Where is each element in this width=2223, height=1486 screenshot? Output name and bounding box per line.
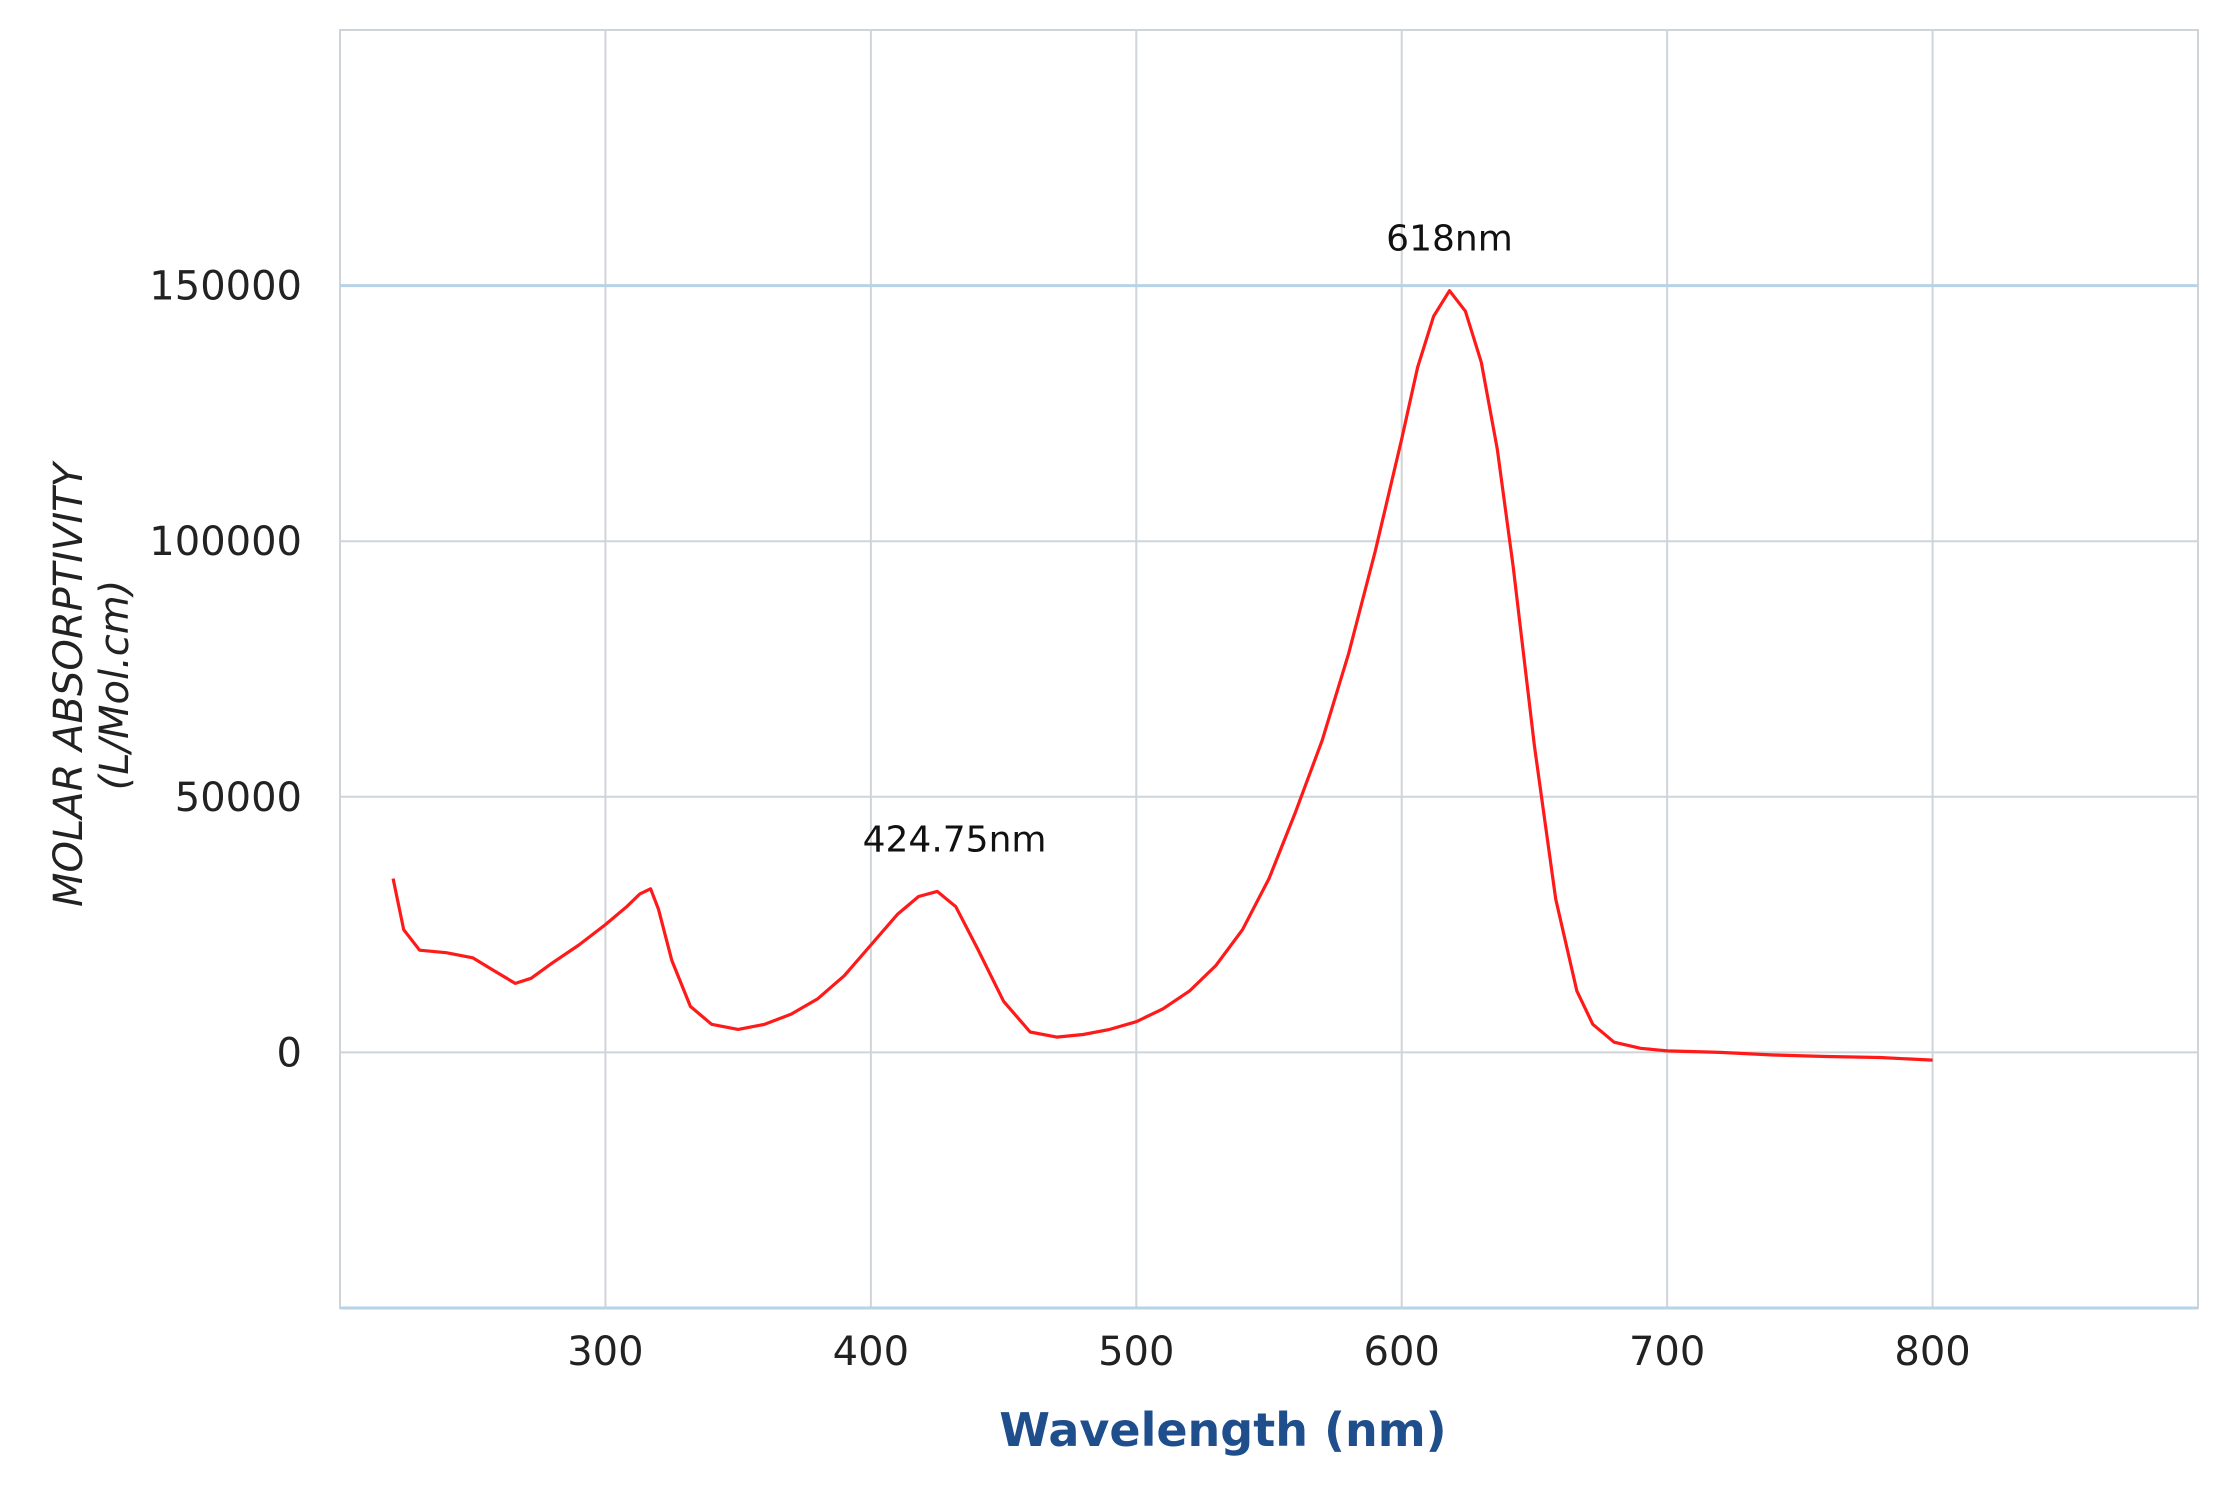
x-tick-label: 400 xyxy=(833,1329,909,1375)
peak-annotation: 424.75nm xyxy=(863,819,1047,860)
annotations: 618nm 424.75nm xyxy=(863,219,1513,861)
y-tick-label: 0 xyxy=(277,1030,302,1076)
x-tick-label: 500 xyxy=(1098,1329,1174,1375)
plot-frame xyxy=(339,29,2199,1309)
y-tick-label: 100000 xyxy=(149,519,302,565)
y-tick-label: 150000 xyxy=(149,264,302,310)
x-tick-label: 300 xyxy=(567,1329,643,1375)
grid xyxy=(339,29,2199,1310)
y-axis-label: MOLAR ABSORPTIVITY xyxy=(46,459,92,907)
y-tick-label: 50000 xyxy=(175,775,302,821)
y-axis-unit-label: (L/Mol.cm) xyxy=(92,580,138,791)
x-tick-label: 600 xyxy=(1364,1329,1440,1375)
x-tick-label: 700 xyxy=(1629,1329,1705,1375)
peak-annotation: 618nm xyxy=(1386,219,1513,260)
x-axis-label: Wavelength (nm) xyxy=(999,1403,1446,1457)
tick-labels: 300 400 500 600 700 800 0 50000 100000 150000 xyxy=(149,264,1970,1375)
x-tick-label: 800 xyxy=(1894,1329,1970,1375)
series-line xyxy=(391,289,1933,1062)
